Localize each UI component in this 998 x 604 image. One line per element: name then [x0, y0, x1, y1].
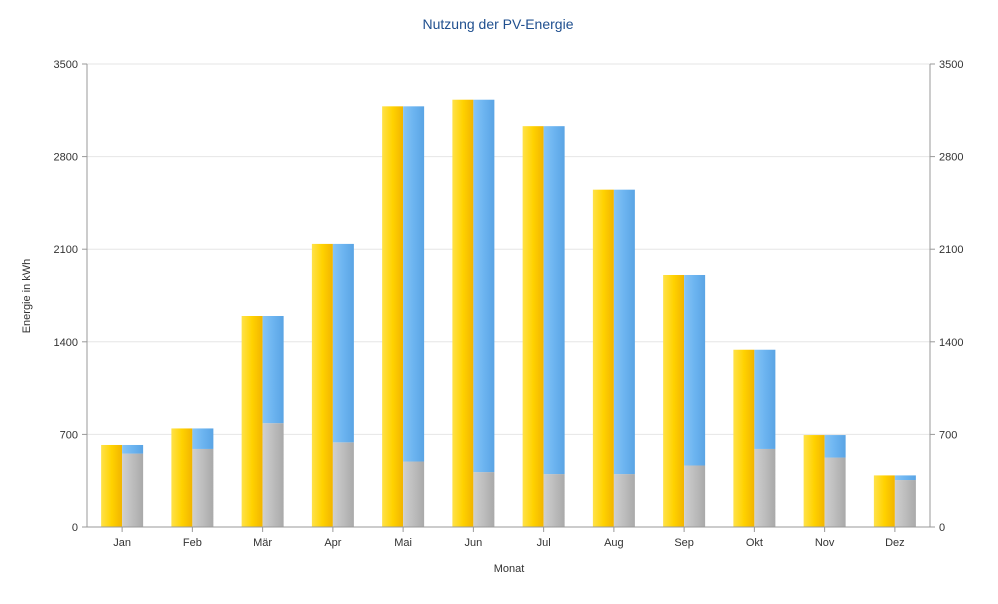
- bar-Aug-series-1: [592, 189, 614, 527]
- bar-Jul-series-1: [522, 126, 544, 527]
- bar-Jun-series-2: [473, 472, 495, 527]
- bar-Jun-series-1: [452, 99, 474, 528]
- bar-Jun-series-3: [473, 99, 495, 473]
- x-tick-label: Sep: [674, 537, 694, 549]
- y2-tick-label: 700: [939, 429, 957, 441]
- y-tick-label: 2100: [54, 244, 78, 256]
- bar-Jan-series-2: [122, 453, 144, 527]
- bar-Dez-series-3: [894, 475, 916, 481]
- x-tick-label: Jul: [537, 537, 551, 549]
- x-tick-label: Nov: [815, 537, 835, 549]
- bar-Jan-series-3: [122, 444, 144, 454]
- x-tick-label: Apr: [324, 537, 341, 549]
- y2-tick-label: 0: [939, 522, 945, 534]
- bar-Okt-series-3: [754, 349, 776, 449]
- bar-Mär-series-2: [262, 423, 284, 527]
- bar-Jul-series-3: [543, 126, 565, 475]
- y-tick-label: 2800: [54, 152, 78, 164]
- y2-tick-label: 3500: [939, 59, 963, 71]
- bar-Apr-series-3: [332, 243, 354, 443]
- x-tick-label: Okt: [746, 537, 763, 549]
- bar-Apr-series-1: [311, 243, 333, 527]
- chart-title: Nutzung der PV-Energie: [423, 16, 574, 32]
- y-tick-label: 3500: [54, 59, 78, 71]
- bar-Apr-series-2: [332, 442, 354, 527]
- gridlines: [87, 63, 930, 528]
- bar-Mai-series-1: [382, 106, 404, 528]
- bar-Dez-series-1: [873, 475, 895, 527]
- bar-Aug-series-2: [613, 474, 635, 527]
- y2-tick-label: 2800: [939, 152, 963, 164]
- bar-Jul-series-2: [543, 474, 565, 527]
- x-tick-label: Feb: [183, 537, 202, 549]
- bar-Sep-series-3: [684, 274, 706, 466]
- bar-Aug-series-3: [613, 189, 635, 475]
- bar-Feb-series-1: [171, 428, 193, 527]
- bar-Feb-series-2: [192, 448, 214, 527]
- bar-Jan-series-1: [101, 444, 123, 527]
- y-axis-label: Energie in kWh: [21, 259, 33, 334]
- x-tick-label: Dez: [885, 537, 905, 549]
- y-tick-label: 0: [72, 522, 78, 534]
- bar-Mär-series-1: [241, 316, 263, 527]
- x-tick-label: Aug: [604, 537, 624, 549]
- bars: [101, 99, 916, 528]
- x-tick-label: Jan: [113, 537, 131, 549]
- x-axis-label: Monat: [494, 563, 525, 575]
- x-tick-label: Mai: [394, 537, 412, 549]
- y2-tick-label: 1400: [939, 337, 963, 349]
- y-tick-label: 1400: [54, 337, 78, 349]
- bar-Nov-series-1: [803, 435, 825, 527]
- bar-Okt-series-2: [754, 448, 776, 527]
- bar-Mär-series-3: [262, 316, 284, 424]
- bar-Dez-series-2: [894, 480, 916, 527]
- tick-labels: 0 700 1400 2100 2800 3500 0 700 1400 2100 2800 3500…: [54, 59, 964, 549]
- bar-Feb-series-3: [192, 428, 214, 449]
- bar-Mai-series-2: [403, 461, 425, 527]
- bar-Mai-series-3: [403, 106, 425, 462]
- bar-Sep-series-2: [684, 465, 706, 527]
- bar-Nov-series-3: [824, 435, 846, 458]
- y-tick-label: 700: [60, 429, 78, 441]
- bar-Nov-series-2: [824, 457, 846, 527]
- y2-tick-label: 2100: [939, 244, 963, 256]
- x-tick-label: Jun: [465, 537, 483, 549]
- bar-Sep-series-1: [663, 274, 685, 527]
- axes: [82, 63, 935, 532]
- bar-Okt-series-1: [733, 349, 755, 527]
- x-tick-label: Mär: [253, 537, 272, 549]
